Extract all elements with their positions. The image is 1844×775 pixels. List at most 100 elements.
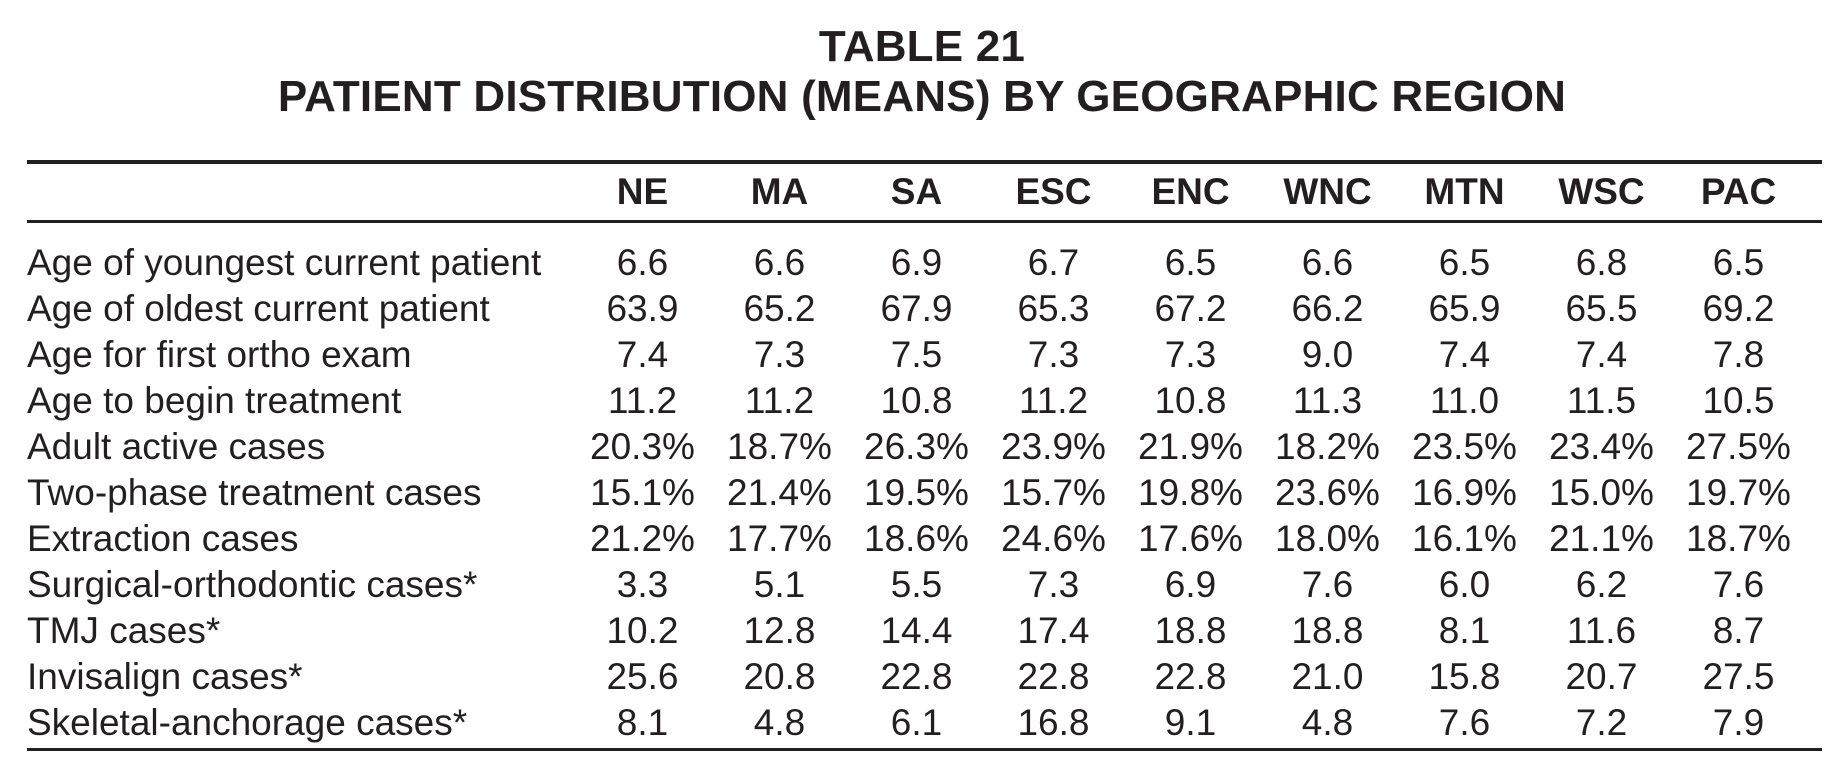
table-cell: 27.5 (1702, 656, 1775, 697)
table-cell: 21.9% (1138, 426, 1243, 467)
column-header: MTN (1424, 171, 1505, 212)
table-cell: 10.8 (880, 380, 953, 421)
table-cell: 7.6 (1712, 564, 1765, 605)
table-cell: 8.7 (1712, 610, 1765, 651)
table-cell: 8.1 (616, 702, 669, 743)
table-cell: 65.9 (1428, 288, 1501, 329)
table-cell: 19.7% (1686, 472, 1791, 513)
table-cell: 12.8 (743, 610, 816, 651)
table-cell: 18.7% (727, 426, 832, 467)
table-row: Age to begin treatment 11.2 11.2 10.8 11.2 10… (27, 378, 1807, 424)
table-cell: 8.1 (1438, 610, 1491, 651)
table-cell: 22.8 (1154, 656, 1227, 697)
table-row: Age for first ortho exam 7.4 7.3 7.5 7.3 7.3 9… (27, 332, 1807, 378)
table-cell: 20.7 (1565, 656, 1638, 697)
table-cell: 5.5 (890, 564, 943, 605)
table-cell: 15.0% (1549, 472, 1654, 513)
table-cell: 25.6 (606, 656, 679, 697)
table-cell: 7.3 (1027, 334, 1080, 375)
table-cell: 66.2 (1291, 288, 1364, 329)
table-cell: 7.3 (753, 334, 806, 375)
table-cell: 16.9% (1412, 472, 1517, 513)
row-label: Skeletal-anchorage cases* (27, 702, 468, 743)
column-header: MA (750, 171, 809, 212)
table-row: Age of oldest current patient 63.9 65.2 67.… (27, 286, 1807, 332)
table-cell: 7.4 (616, 334, 669, 375)
table-cell: 27.5% (1686, 426, 1791, 467)
table-cell: 11.5 (1566, 380, 1637, 421)
table-cell: 4.8 (753, 702, 806, 743)
table-title: PATIENT DISTRIBUTION (MEANS) BY GEOGRAPH… (277, 72, 1567, 121)
table-cell: 6.0 (1438, 564, 1491, 605)
header-row: NE MA SA ESC ENC WNC MTN WSC PAC (27, 164, 1807, 220)
table-cell: 6.9 (890, 242, 943, 283)
table-cell: 22.8 (1017, 656, 1090, 697)
table-cell: 10.2 (606, 610, 679, 651)
data-table: NE MA SA ESC ENC WNC MTN WSC PAC Age of … (27, 164, 1807, 746)
table-cell: 9.0 (1301, 334, 1354, 375)
row-label: Extraction cases (27, 518, 299, 559)
table-row: Skeletal-anchorage cases* 8.1 4.8 6.1 16.8 9.… (27, 700, 1807, 746)
table-cell: 18.0% (1275, 518, 1380, 559)
table-row: Invisalign cases* 25.6 20.8 22.8 22.8 22.8 21.… (27, 654, 1807, 700)
table-cell: 22.8 (880, 656, 953, 697)
table-row: Extraction cases 21.2% 17.7% 18.6% 24.6% 17.6… (27, 516, 1807, 562)
column-header: SA (890, 171, 943, 212)
table-cell: 67.2 (1154, 288, 1227, 329)
row-label: Age to begin treatment (27, 380, 402, 421)
table-cell: 6.7 (1027, 242, 1080, 283)
table-cell: 24.6% (1001, 518, 1106, 559)
column-header: ESC (1015, 171, 1092, 212)
table-cell: 6.5 (1438, 242, 1491, 283)
table-cell: 4.8 (1301, 702, 1354, 743)
row-label: Adult active cases (27, 426, 326, 467)
table-cell: 18.2% (1275, 426, 1380, 467)
column-header: WNC (1283, 171, 1372, 212)
table-row: TMJ cases* 10.2 12.8 14.4 17.4 18.8 18.8 8.1 11.… (27, 608, 1807, 654)
table-cell: 11.2 (1018, 380, 1089, 421)
row-label: Invisalign cases* (27, 656, 303, 697)
table-title-block: TABLE 21 PATIENT DISTRIBUTION (MEANS) BY… (0, 22, 1844, 122)
table-cell: 6.6 (616, 242, 669, 283)
table-cell: 16.8 (1017, 702, 1090, 743)
column-header: ENC (1151, 171, 1230, 212)
table-cell: 6.9 (1164, 564, 1217, 605)
row-label: Two-phase treatment cases (27, 472, 482, 513)
table-cell: 19.8% (1138, 472, 1243, 513)
table-cell: 7.4 (1438, 334, 1491, 375)
row-label: Age of youngest current patient (27, 242, 542, 283)
table-cell: 5.1 (753, 564, 806, 605)
table-row: Age of youngest current patient 6.6 6.6 6.9… (27, 240, 1807, 286)
table-cell: 6.6 (1301, 242, 1354, 283)
table-cell: 7.5 (890, 334, 943, 375)
table-cell: 11.3 (1292, 380, 1363, 421)
table-cell: 17.6% (1138, 518, 1243, 559)
table-row: Surgical-orthodontic cases* 3.3 5.1 5.5 7.3 6… (27, 562, 1807, 608)
table-cell: 7.3 (1027, 564, 1080, 605)
table-cell: 11.6 (1566, 610, 1637, 651)
row-label: Age for first ortho exam (27, 334, 412, 375)
table-cell: 21.2% (590, 518, 695, 559)
table-number: TABLE 21 (818, 22, 1026, 71)
table-cell: 26.3% (864, 426, 969, 467)
row-label: Surgical-orthodontic cases* (27, 564, 478, 605)
table-row: Adult active cases 20.3% 18.7% 26.3% 23.9% 21… (27, 424, 1807, 470)
table-cell: 6.5 (1712, 242, 1765, 283)
table-cell: 69.2 (1702, 288, 1775, 329)
table-cell: 10.5 (1702, 380, 1775, 421)
table-cell: 17.4 (1017, 610, 1090, 651)
table-cell: 7.3 (1164, 334, 1217, 375)
table-cell: 14.4 (880, 610, 953, 651)
table-cell: 17.7% (727, 518, 832, 559)
column-header: WSC (1558, 171, 1645, 212)
spacer-row (27, 220, 1807, 240)
table-row: Two-phase treatment cases 15.1% 21.4% 19.5%… (27, 470, 1807, 516)
table-cell: 15.1% (590, 472, 695, 513)
table-cell: 7.6 (1301, 564, 1354, 605)
table-cell: 7.8 (1712, 334, 1765, 375)
table-cell: 9.1 (1164, 702, 1217, 743)
row-label: Age of oldest current patient (27, 288, 490, 329)
table-cell: 7.9 (1712, 702, 1765, 743)
table-cell: 7.4 (1575, 334, 1628, 375)
table-cell: 16.1% (1412, 518, 1517, 559)
